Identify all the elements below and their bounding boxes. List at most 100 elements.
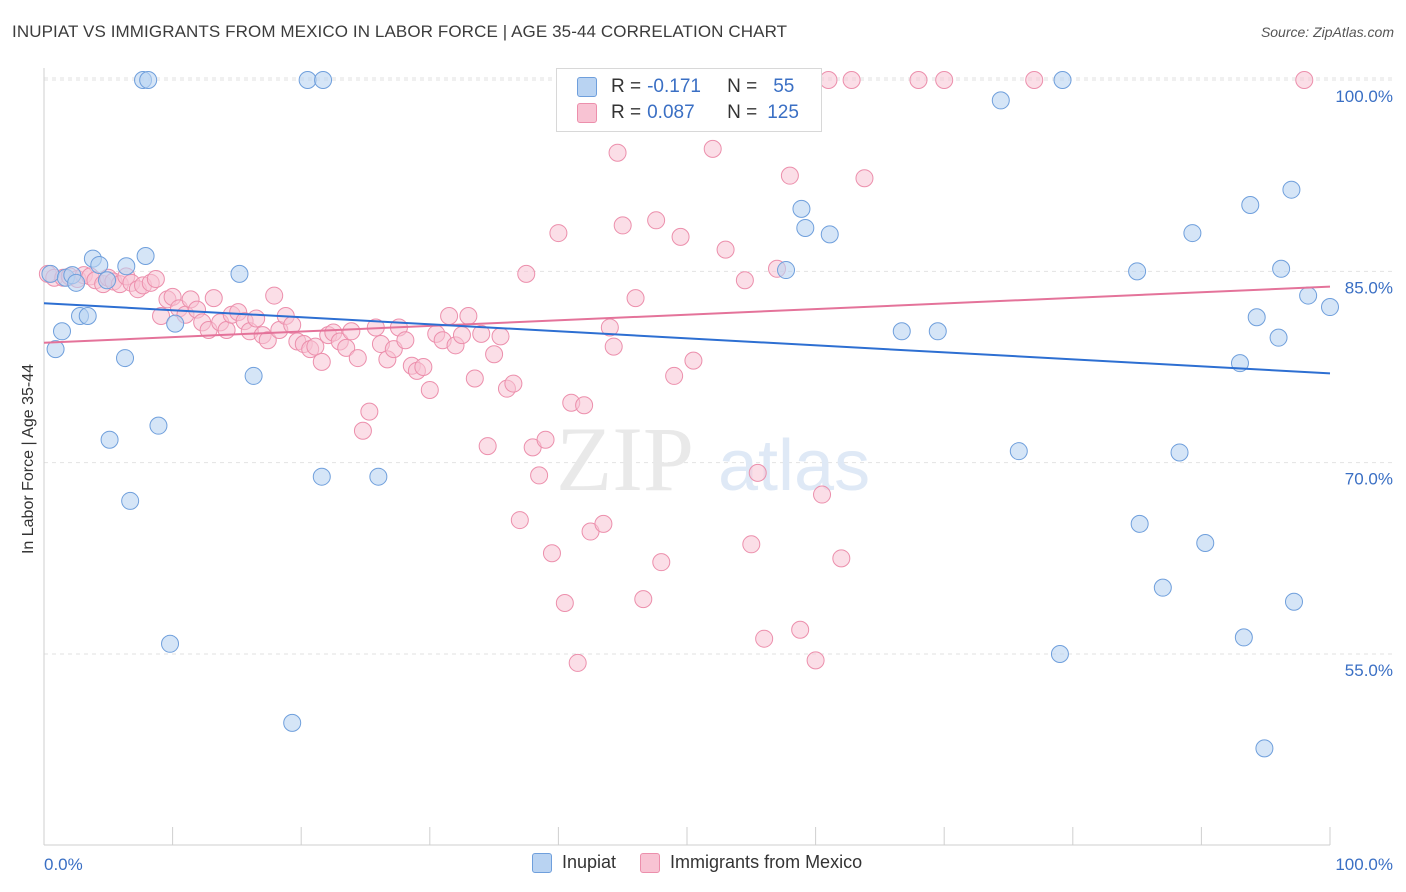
- point-mexico: [337, 338, 356, 357]
- point-mexico: [536, 430, 555, 449]
- point-mexico: [465, 369, 484, 388]
- point-inupiat: [1196, 534, 1215, 553]
- point-mexico: [491, 327, 510, 346]
- point-inupiat: [139, 71, 158, 89]
- series-legend: Inupiat Immigrants from Mexico: [532, 852, 886, 873]
- point-inupiat: [1183, 224, 1202, 243]
- point-mexico: [575, 396, 594, 415]
- point-inupiat: [78, 306, 97, 325]
- point-mexico: [855, 169, 874, 188]
- legend-item-mexico[interactable]: Immigrants from Mexico: [640, 852, 862, 873]
- point-mexico: [1295, 71, 1314, 89]
- point-mexico: [703, 139, 722, 158]
- trend-line-mexico: [43, 285, 1331, 344]
- legend-r-label: R =: [611, 102, 642, 123]
- point-mexico: [652, 553, 671, 572]
- point-mexico: [258, 331, 277, 350]
- point-inupiat: [1282, 180, 1301, 199]
- point-inupiat: [1247, 308, 1266, 327]
- point-inupiat: [1241, 196, 1260, 215]
- point-mexico: [452, 326, 471, 345]
- point-inupiat: [314, 71, 333, 89]
- point-inupiat: [244, 366, 263, 385]
- legend-label-inupiat: Inupiat: [562, 852, 617, 872]
- point-mexico: [265, 286, 284, 305]
- point-mexico: [671, 227, 690, 246]
- legend-n-value: 125: [767, 102, 799, 123]
- y-tick-label: 85.0%: [1345, 278, 1393, 297]
- point-inupiat: [121, 491, 140, 510]
- point-mexico: [634, 590, 653, 609]
- y-tick-label: 55.0%: [1345, 661, 1393, 680]
- point-inupiat: [1284, 592, 1303, 611]
- point-inupiat: [1299, 286, 1318, 305]
- point-mexico: [647, 211, 666, 230]
- point-mexico: [755, 629, 774, 648]
- point-inupiat: [1234, 628, 1253, 647]
- legend-n-label: N =: [727, 76, 758, 97]
- point-inupiat: [67, 273, 86, 292]
- point-inupiat: [1170, 443, 1189, 462]
- point-inupiat: [1130, 514, 1149, 533]
- point-inupiat: [1153, 578, 1172, 597]
- legend-r-value: -0.171: [647, 76, 701, 97]
- point-mexico: [504, 374, 523, 393]
- point-mexico: [542, 544, 561, 563]
- point-inupiat: [116, 349, 135, 368]
- legend-swatch-blue: [577, 77, 597, 97]
- point-inupiat: [1050, 645, 1069, 663]
- point-inupiat: [796, 218, 815, 237]
- legend-row-mexico: R = 0.087 N = 125: [577, 101, 799, 125]
- tick-labels: 55.0% 70.0% 85.0% 100.0% 0.0% 100.0%: [44, 87, 1393, 874]
- legend-r-label: R =: [611, 76, 642, 97]
- point-inupiat: [283, 713, 302, 732]
- point-mexico: [530, 466, 549, 485]
- point-mexico: [348, 349, 367, 368]
- point-inupiat: [1269, 328, 1288, 347]
- point-mexico: [396, 331, 415, 350]
- legend-swatch-pink: [640, 852, 661, 873]
- legend-swatch-blue: [532, 852, 552, 873]
- point-mexico: [517, 264, 536, 283]
- point-mexico: [909, 71, 928, 89]
- point-mexico: [613, 216, 632, 235]
- point-mexico: [665, 366, 684, 385]
- point-mexico: [459, 306, 478, 325]
- point-inupiat: [1053, 71, 1072, 89]
- point-inupiat: [1009, 442, 1028, 461]
- legend-n-value: 55: [773, 76, 795, 97]
- chart-title: INUPIAT VS IMMIGRANTS FROM MEXICO IN LAB…: [12, 22, 788, 41]
- point-inupiat: [53, 322, 72, 341]
- series-inupiat-points: [41, 71, 1339, 758]
- point-mexico: [935, 71, 954, 89]
- point-mexico: [549, 224, 568, 243]
- point-mexico: [748, 463, 767, 482]
- point-mexico: [204, 289, 223, 308]
- point-mexico: [819, 71, 838, 89]
- point-inupiat: [149, 416, 168, 435]
- point-mexico: [832, 549, 851, 568]
- point-inupiat: [312, 467, 331, 486]
- point-inupiat: [1255, 739, 1274, 758]
- point-mexico: [510, 511, 529, 530]
- legend-item-inupiat[interactable]: Inupiat: [532, 852, 616, 873]
- point-inupiat: [41, 264, 60, 283]
- point-inupiat: [1128, 262, 1147, 281]
- point-mexico: [485, 345, 504, 364]
- x-tick-label-min: 0.0%: [44, 855, 83, 874]
- point-mexico: [791, 620, 810, 639]
- axes: [43, 68, 1331, 846]
- y-tick-label: 100.0%: [1335, 87, 1393, 106]
- point-inupiat: [46, 340, 65, 359]
- point-mexico: [312, 352, 331, 371]
- point-mexico: [440, 306, 459, 325]
- point-mexico: [152, 306, 171, 325]
- point-mexico: [568, 653, 587, 672]
- watermark-zip: ZIP: [556, 408, 694, 510]
- source-credit: Source: ZipAtlas.com: [1260, 24, 1394, 40]
- point-mexico: [472, 324, 491, 343]
- point-inupiat: [98, 271, 117, 290]
- point-mexico: [353, 421, 372, 440]
- point-mexico: [608, 143, 627, 162]
